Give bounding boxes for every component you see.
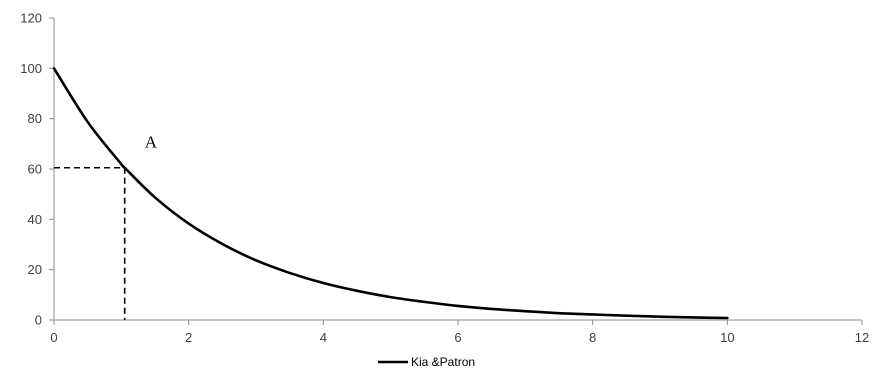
x-tick-label: 10 xyxy=(720,330,734,345)
x-tick-label: 2 xyxy=(185,330,192,345)
axes xyxy=(49,17,863,325)
x-tick-label: 6 xyxy=(454,330,461,345)
y-tick-label: 80 xyxy=(28,111,42,126)
x-tick-label: 0 xyxy=(50,330,57,345)
point-a-label: A xyxy=(145,133,158,152)
x-tick-label: 4 xyxy=(320,330,327,345)
x-tick-label: 8 xyxy=(589,330,596,345)
legend-label: Kia &Patron xyxy=(411,355,475,368)
tick-labels: 0 20 40 60 80 100 120 0 2 4 6 8 10 12 xyxy=(20,11,869,346)
y-tick-label: 120 xyxy=(20,11,42,26)
series xyxy=(52,67,729,320)
y-tick-label: 20 xyxy=(28,262,42,277)
annotation: A xyxy=(54,133,158,320)
y-tick-label: 40 xyxy=(28,212,42,227)
y-tick-label: 60 xyxy=(28,162,42,177)
y-tick-label: 100 xyxy=(20,61,42,76)
x-tick-label: 12 xyxy=(855,330,869,345)
series-line-0 xyxy=(52,67,729,320)
legend: Kia &Patron xyxy=(378,355,475,369)
y-tick-label: 0 xyxy=(35,313,42,328)
